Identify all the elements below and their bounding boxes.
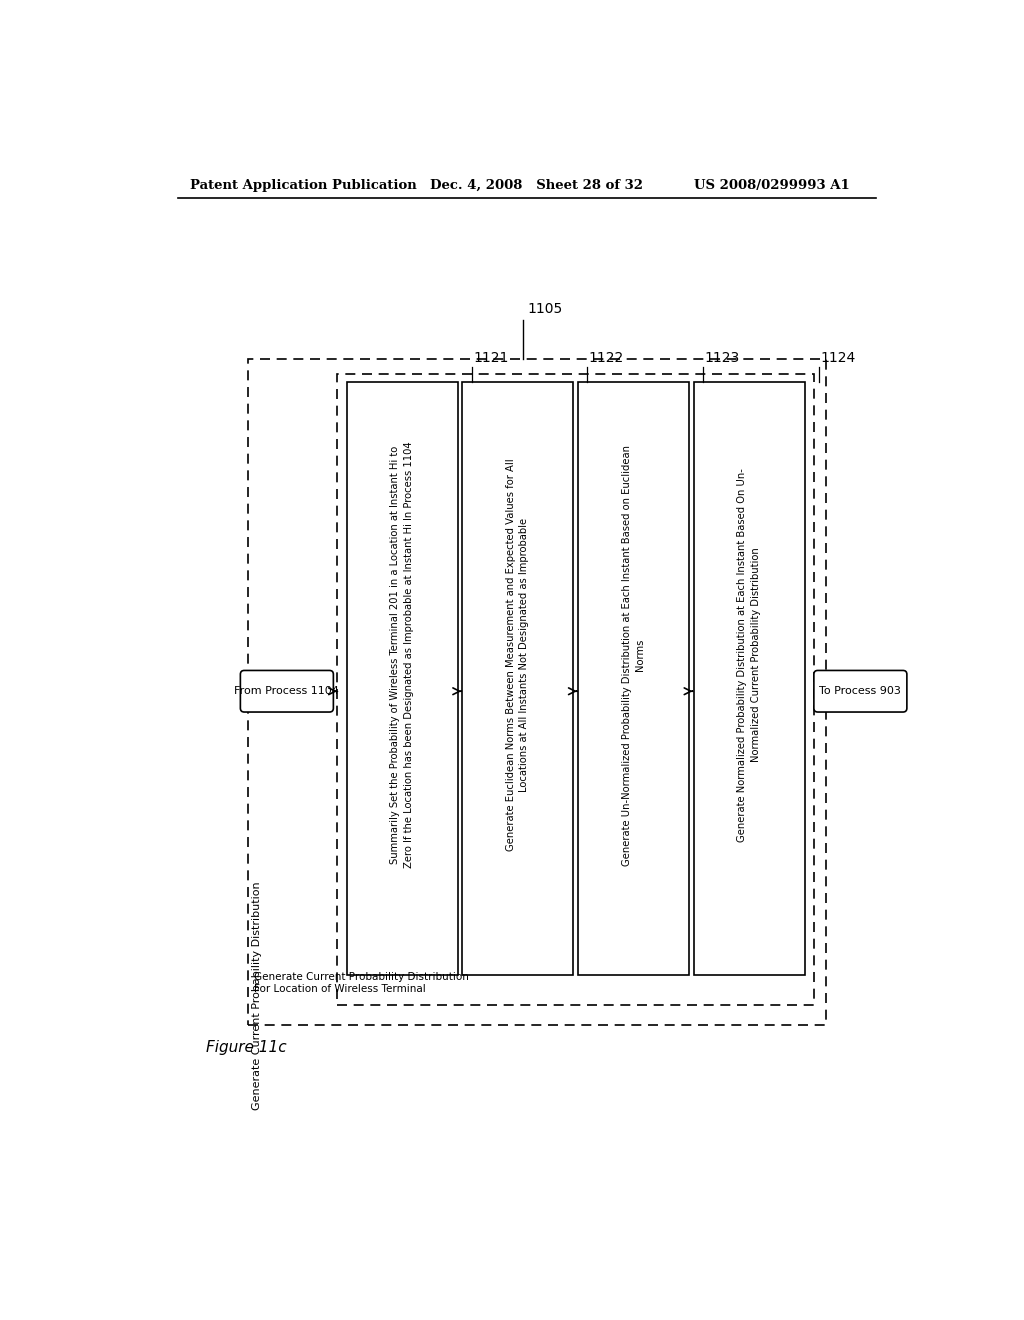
Text: For Location of Wireless Terminal: For Location of Wireless Terminal	[254, 983, 426, 994]
Text: Generate Un-Normalized Probability Distribution at Each Instant Based on Euclide: Generate Un-Normalized Probability Distr…	[622, 445, 645, 866]
Bar	[693, 381, 805, 974]
FancyBboxPatch shape	[241, 671, 334, 711]
Text: Generate Current Probability Distribution: Generate Current Probability Distributio…	[254, 973, 469, 982]
Bar	[346, 381, 458, 974]
Text: From Process 1104: From Process 1104	[234, 686, 339, 696]
Text: 1105: 1105	[527, 302, 562, 317]
Text: 1123: 1123	[705, 351, 739, 364]
Text: Generate Euclidean Norms Between Measurement and Expected Values for All
Locatio: Generate Euclidean Norms Between Measure…	[506, 459, 529, 851]
Text: Dec. 4, 2008   Sheet 28 of 32: Dec. 4, 2008 Sheet 28 of 32	[430, 178, 643, 191]
Bar	[578, 381, 689, 974]
Text: 1124: 1124	[820, 351, 855, 364]
Text: US 2008/0299993 A1: US 2008/0299993 A1	[693, 178, 850, 191]
Text: To Process 903: To Process 903	[819, 686, 901, 696]
Text: Generate Normalized Probability Distribution at Each Instant Based On Un-
Normal: Generate Normalized Probability Distribu…	[737, 469, 761, 842]
Text: Generate Current Probability Distribution: Generate Current Probability Distributio…	[252, 880, 262, 1110]
Text: Summarily Set the Probability of Wireless Terminal 201 in a Location at Instant : Summarily Set the Probability of Wireles…	[390, 442, 414, 869]
Bar	[462, 381, 573, 974]
Bar	[248, 359, 825, 1024]
Text: 1121: 1121	[473, 351, 509, 364]
Text: Figure 11c: Figure 11c	[206, 1040, 286, 1055]
FancyBboxPatch shape	[814, 671, 907, 711]
Text: Patent Application Publication: Patent Application Publication	[190, 178, 417, 191]
Bar	[337, 374, 814, 1006]
Text: 1122: 1122	[589, 351, 624, 364]
